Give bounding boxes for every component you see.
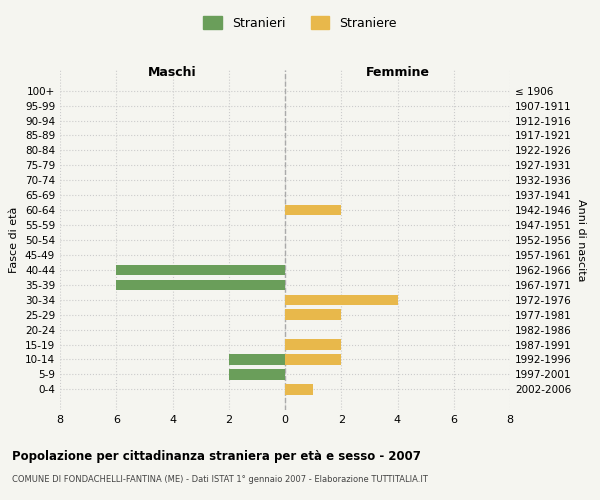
Bar: [285, 294, 398, 305]
Y-axis label: Fasce di età: Fasce di età: [10, 207, 19, 273]
Bar: [285, 354, 341, 364]
Bar: [285, 310, 341, 320]
Legend: Stranieri, Straniere: Stranieri, Straniere: [198, 11, 402, 35]
Text: COMUNE DI FONDACHELLI-FANTINA (ME) - Dati ISTAT 1° gennaio 2007 - Elaborazione T: COMUNE DI FONDACHELLI-FANTINA (ME) - Dat…: [12, 475, 428, 484]
Y-axis label: Anni di nascita: Anni di nascita: [575, 198, 586, 281]
Bar: [116, 280, 285, 290]
Bar: [116, 264, 285, 275]
Text: Femmine: Femmine: [365, 66, 430, 78]
Bar: [229, 354, 285, 364]
Bar: [229, 369, 285, 380]
Text: Popolazione per cittadinanza straniera per età e sesso - 2007: Popolazione per cittadinanza straniera p…: [12, 450, 421, 463]
Text: Maschi: Maschi: [148, 66, 197, 78]
Bar: [285, 205, 341, 216]
Bar: [285, 340, 341, 349]
Bar: [285, 384, 313, 394]
